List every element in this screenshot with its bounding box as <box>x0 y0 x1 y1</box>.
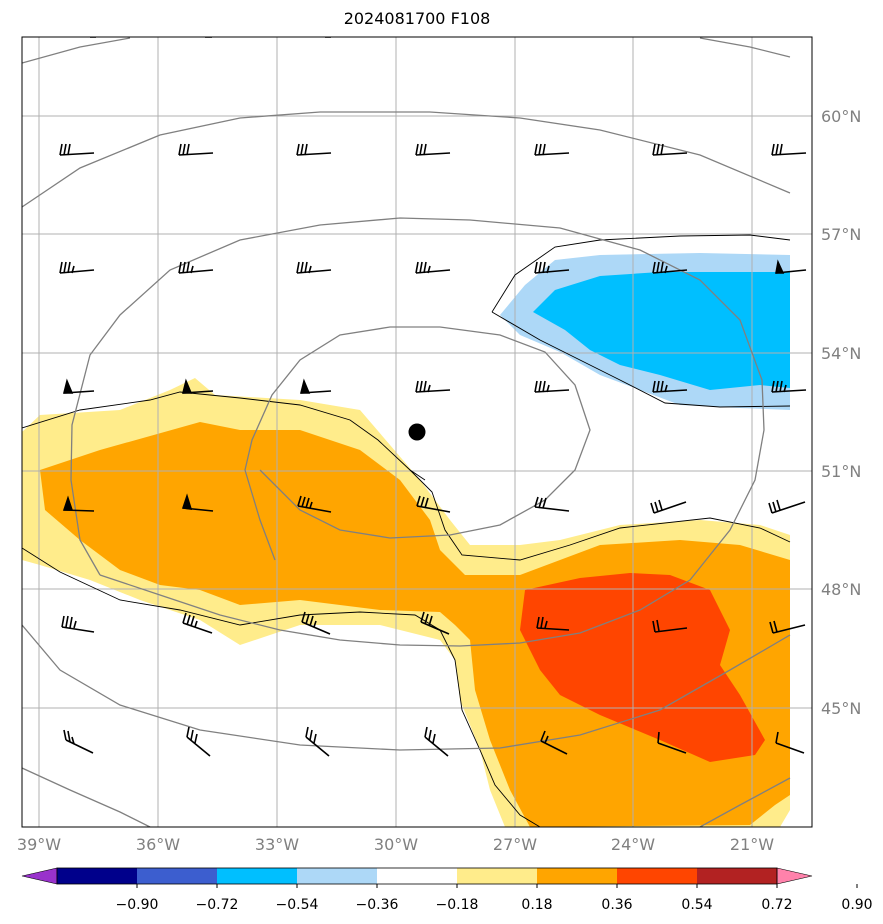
wind-barb <box>775 259 807 274</box>
colorbar-tick-label: −0.18 <box>436 897 479 913</box>
center-dot <box>408 423 426 441</box>
lat-label: 54°N <box>821 344 861 363</box>
colorbar-tick-label: −0.72 <box>196 897 239 913</box>
wind-barb <box>186 726 211 757</box>
wind-barb <box>181 493 214 512</box>
colorbar-tick-label: 0.72 <box>761 897 792 913</box>
wind-barb <box>652 619 688 633</box>
colorbar-tick-label: −0.54 <box>276 897 319 913</box>
colorbar-swatch <box>697 868 778 884</box>
lon-label: 33°W <box>255 835 299 854</box>
longitude-labels: 39°W 36°W 33°W 30°W 27°W 24°W 21°W <box>17 835 774 854</box>
wind-barb <box>297 495 332 513</box>
lon-label: 30°W <box>374 835 418 854</box>
wind-barb <box>771 143 807 156</box>
plot-frame <box>21 36 813 828</box>
wind-barb <box>301 611 331 635</box>
wind-barb <box>178 143 214 156</box>
colorbar-swatch <box>537 868 618 884</box>
colorbar-extend-low <box>21 867 58 885</box>
wind-barb <box>650 499 687 514</box>
lon-label: 24°W <box>611 835 655 854</box>
colorbar-tick-label: 0.54 <box>681 897 712 913</box>
wind-barb <box>775 731 805 754</box>
colorbar: −0.90 −0.72 −0.54 −0.36 −0.18 0.18 0.36 0.54 0.7… <box>21 867 873 913</box>
lat-label: 45°N <box>821 699 861 718</box>
lon-label: 27°W <box>493 835 537 854</box>
wind-barb <box>769 620 806 634</box>
wind-barb <box>768 499 806 514</box>
wind-barb <box>59 261 95 274</box>
map-title: 2024081700 F108 <box>343 9 491 28</box>
field-fill-deep-blue <box>533 272 790 390</box>
wind-barb <box>534 380 570 393</box>
wind-barb <box>771 380 807 393</box>
colorbar-tick-label: 0.90 <box>841 897 872 913</box>
lat-label: 60°N <box>821 107 861 126</box>
colorbar-swatch <box>297 868 378 884</box>
lat-label: 48°N <box>821 580 861 599</box>
wind-barb <box>534 496 570 512</box>
colorbar-swatch <box>57 868 138 884</box>
wind-barb <box>181 378 214 394</box>
wind-barb <box>62 378 95 394</box>
lat-label: 51°N <box>821 462 861 481</box>
wind-barb <box>657 731 687 754</box>
colorbar-swatch <box>377 868 458 884</box>
gray-contours <box>22 37 791 827</box>
wind-barb <box>652 261 688 274</box>
lon-label: 36°W <box>136 835 180 854</box>
colorbar-tick-label: −0.36 <box>356 897 399 913</box>
wind-barb <box>415 143 451 156</box>
wind-barb <box>63 729 94 754</box>
wind-barb <box>178 261 214 274</box>
wind-barb <box>296 143 332 156</box>
wind-barb <box>415 380 451 393</box>
colorbar-swatch <box>617 868 698 884</box>
graticule <box>22 37 812 827</box>
colorbar-tick-label: −0.90 <box>116 897 159 913</box>
wind-barb <box>416 495 451 513</box>
wind-barb <box>420 611 450 635</box>
field-fill-red-orange <box>520 573 765 762</box>
colorbar-swatch <box>217 868 298 884</box>
wind-barb <box>61 615 95 633</box>
colorbar-extend-high <box>776 867 813 885</box>
wind-barb <box>424 726 449 757</box>
colorbar-swatch <box>457 868 538 884</box>
wind-barbs <box>59 37 807 757</box>
wind-barb <box>652 380 688 393</box>
lon-label: 21°W <box>730 835 774 854</box>
lon-label: 39°W <box>17 835 61 854</box>
wind-barb <box>534 261 570 274</box>
latitude-labels: 60°N 57°N 54°N 51°N 48°N 45°N <box>821 107 861 718</box>
wind-barb <box>536 616 570 631</box>
wind-barb <box>62 495 95 512</box>
wind-barb <box>415 261 451 274</box>
wind-barb <box>305 726 330 757</box>
wind-barb <box>540 730 568 755</box>
field-fill-orange <box>40 422 790 827</box>
lat-label: 57°N <box>821 225 861 244</box>
colorbar-tick-label: 0.36 <box>601 897 632 913</box>
wind-barb <box>296 261 332 274</box>
wind-barb <box>652 143 688 156</box>
wind-barb <box>534 143 570 156</box>
colorbar-swatch <box>137 868 218 884</box>
map-plot-area <box>22 37 812 827</box>
colorbar-tick-label: 0.18 <box>521 897 552 913</box>
wind-barb <box>59 143 95 156</box>
wind-barb <box>299 378 332 394</box>
black-contours <box>22 234 791 827</box>
wind-barb <box>182 612 213 634</box>
